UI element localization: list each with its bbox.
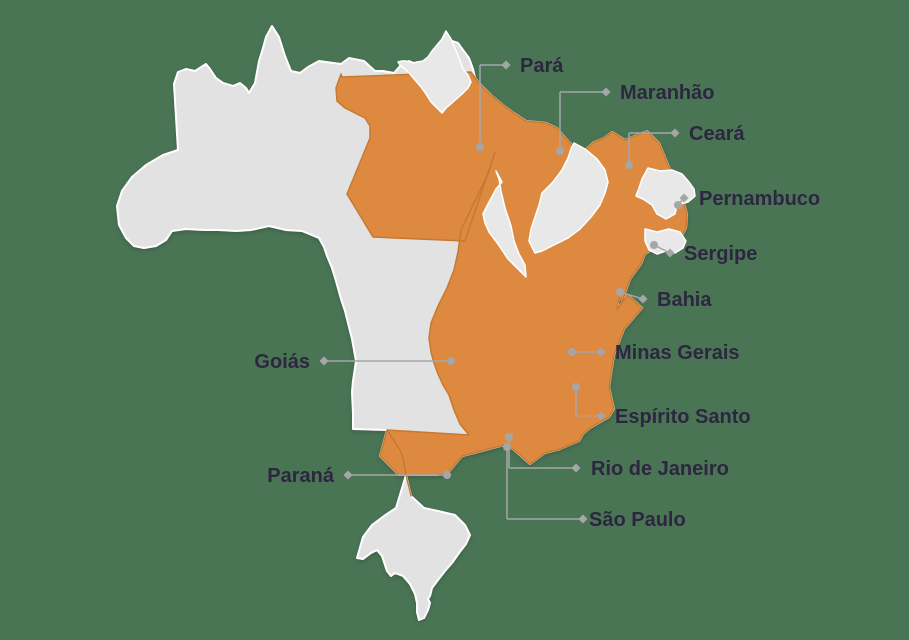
svg-text:Espírito Santo: Espírito Santo	[615, 406, 751, 428]
svg-text:Minas Gerais: Minas Gerais	[615, 342, 740, 364]
svg-text:Pará: Pará	[520, 55, 564, 77]
svg-text:Rio de Janeiro: Rio de Janeiro	[591, 458, 729, 480]
svg-text:Sergipe: Sergipe	[684, 243, 757, 265]
svg-text:Maranhão: Maranhão	[620, 82, 714, 104]
svg-text:Paraná: Paraná	[267, 465, 335, 487]
svg-text:Goiás: Goiás	[254, 351, 310, 373]
svg-text:Bahia: Bahia	[657, 289, 712, 311]
svg-text:Pernambuco: Pernambuco	[699, 188, 820, 210]
svg-text:Ceará: Ceará	[689, 123, 745, 145]
svg-text:São Paulo: São Paulo	[589, 509, 686, 531]
